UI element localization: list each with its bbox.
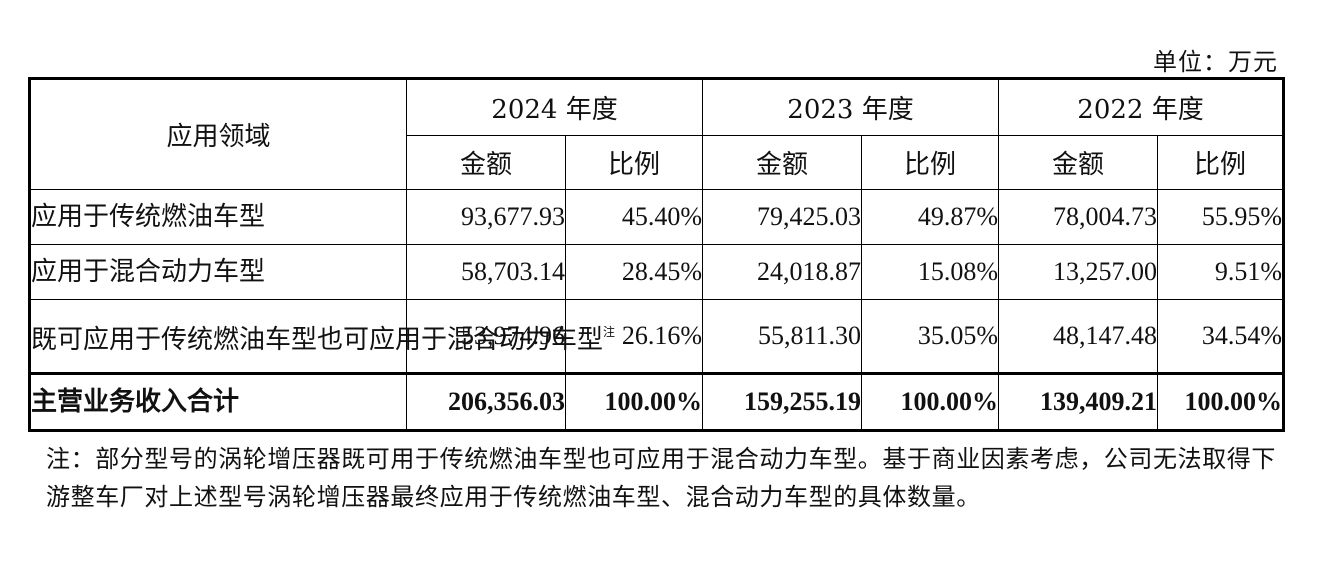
row-label: 应用于混合动力车型 — [29, 244, 407, 300]
total-amount-2022: 139,409.21 — [998, 373, 1158, 431]
cell-amount-2024: 53,974.96 — [406, 299, 566, 374]
header-amount: 金额 — [702, 135, 862, 190]
cell-amount-2023: 55,811.30 — [702, 299, 862, 374]
unit-label: 单位：万元 — [1153, 48, 1278, 76]
cell-ratio-2023: 49.87% — [861, 189, 999, 245]
header-amount: 金额 — [406, 135, 566, 190]
cell-amount-2023: 79,425.03 — [702, 189, 862, 245]
footnote-mark: 注 — [603, 324, 616, 339]
cell-amount-2024: 93,677.93 — [406, 189, 566, 245]
cell-ratio-2023: 35.05% — [861, 299, 999, 374]
header-ratio: 比例 — [1157, 135, 1284, 190]
cell-ratio-2023: 15.08% — [861, 244, 999, 300]
row-label: 应用于传统燃油车型 — [29, 189, 407, 245]
table-row: 应用于混合动力车型 58,703.14 28.45% 24,018.87 15.… — [29, 244, 1284, 300]
header-ratio: 比例 — [565, 135, 703, 190]
header-year-2022: 2022 年度 — [998, 78, 1284, 136]
total-ratio-2023: 100.00% — [861, 373, 999, 431]
cell-ratio-2024: 28.45% — [565, 244, 703, 300]
total-label: 主营业务收入合计 — [29, 373, 407, 431]
cell-ratio-2022: 55.95% — [1157, 189, 1284, 245]
header-ratio: 比例 — [861, 135, 999, 190]
total-amount-2024: 206,356.03 — [406, 373, 566, 431]
header-year-2024: 2024 年度 — [406, 78, 703, 136]
cell-amount-2022: 48,147.48 — [998, 299, 1158, 374]
cell-ratio-2022: 9.51% — [1157, 244, 1284, 300]
total-row: 主营业务收入合计 206,356.03 100.00% 159,255.19 1… — [29, 373, 1284, 431]
header-amount: 金额 — [998, 135, 1158, 190]
cell-ratio-2024: 45.40% — [565, 189, 703, 245]
cell-amount-2022: 78,004.73 — [998, 189, 1158, 245]
footnote-text: 注：部分型号的涡轮增压器既可用于传统燃油车型也可应用于混合动力车型。基于商业因素… — [46, 445, 1276, 511]
cell-amount-2022: 13,257.00 — [998, 244, 1158, 300]
table-row: 应用于传统燃油车型 93,677.93 45.40% 79,425.03 49.… — [29, 189, 1284, 245]
header-domain: 应用领域 — [29, 78, 407, 190]
cell-ratio-2022: 34.54% — [1157, 299, 1284, 374]
table-header-row: 应用领域 2024 年度 2023 年度 2022 年度 — [29, 78, 1284, 190]
table-row: 既可应用于传统燃油车型也可应用于混合动力车型注 53,974.96 26.16%… — [29, 299, 1284, 374]
total-amount-2023: 159,255.19 — [702, 373, 862, 431]
revenue-by-application-table: 应用领域 2024 年度 2023 年度 2022 年度 金额 比例 金额 比例… — [28, 77, 1285, 432]
cell-amount-2023: 24,018.87 — [702, 244, 862, 300]
header-year-2023: 2023 年度 — [702, 78, 999, 136]
cell-ratio-2024: 26.16% — [565, 299, 703, 374]
total-ratio-2024: 100.00% — [565, 373, 703, 431]
total-ratio-2022: 100.00% — [1157, 373, 1284, 431]
row-label-cell: 既可应用于传统燃油车型也可应用于混合动力车型注 — [29, 299, 615, 374]
cell-amount-2024: 58,703.14 — [406, 244, 566, 300]
